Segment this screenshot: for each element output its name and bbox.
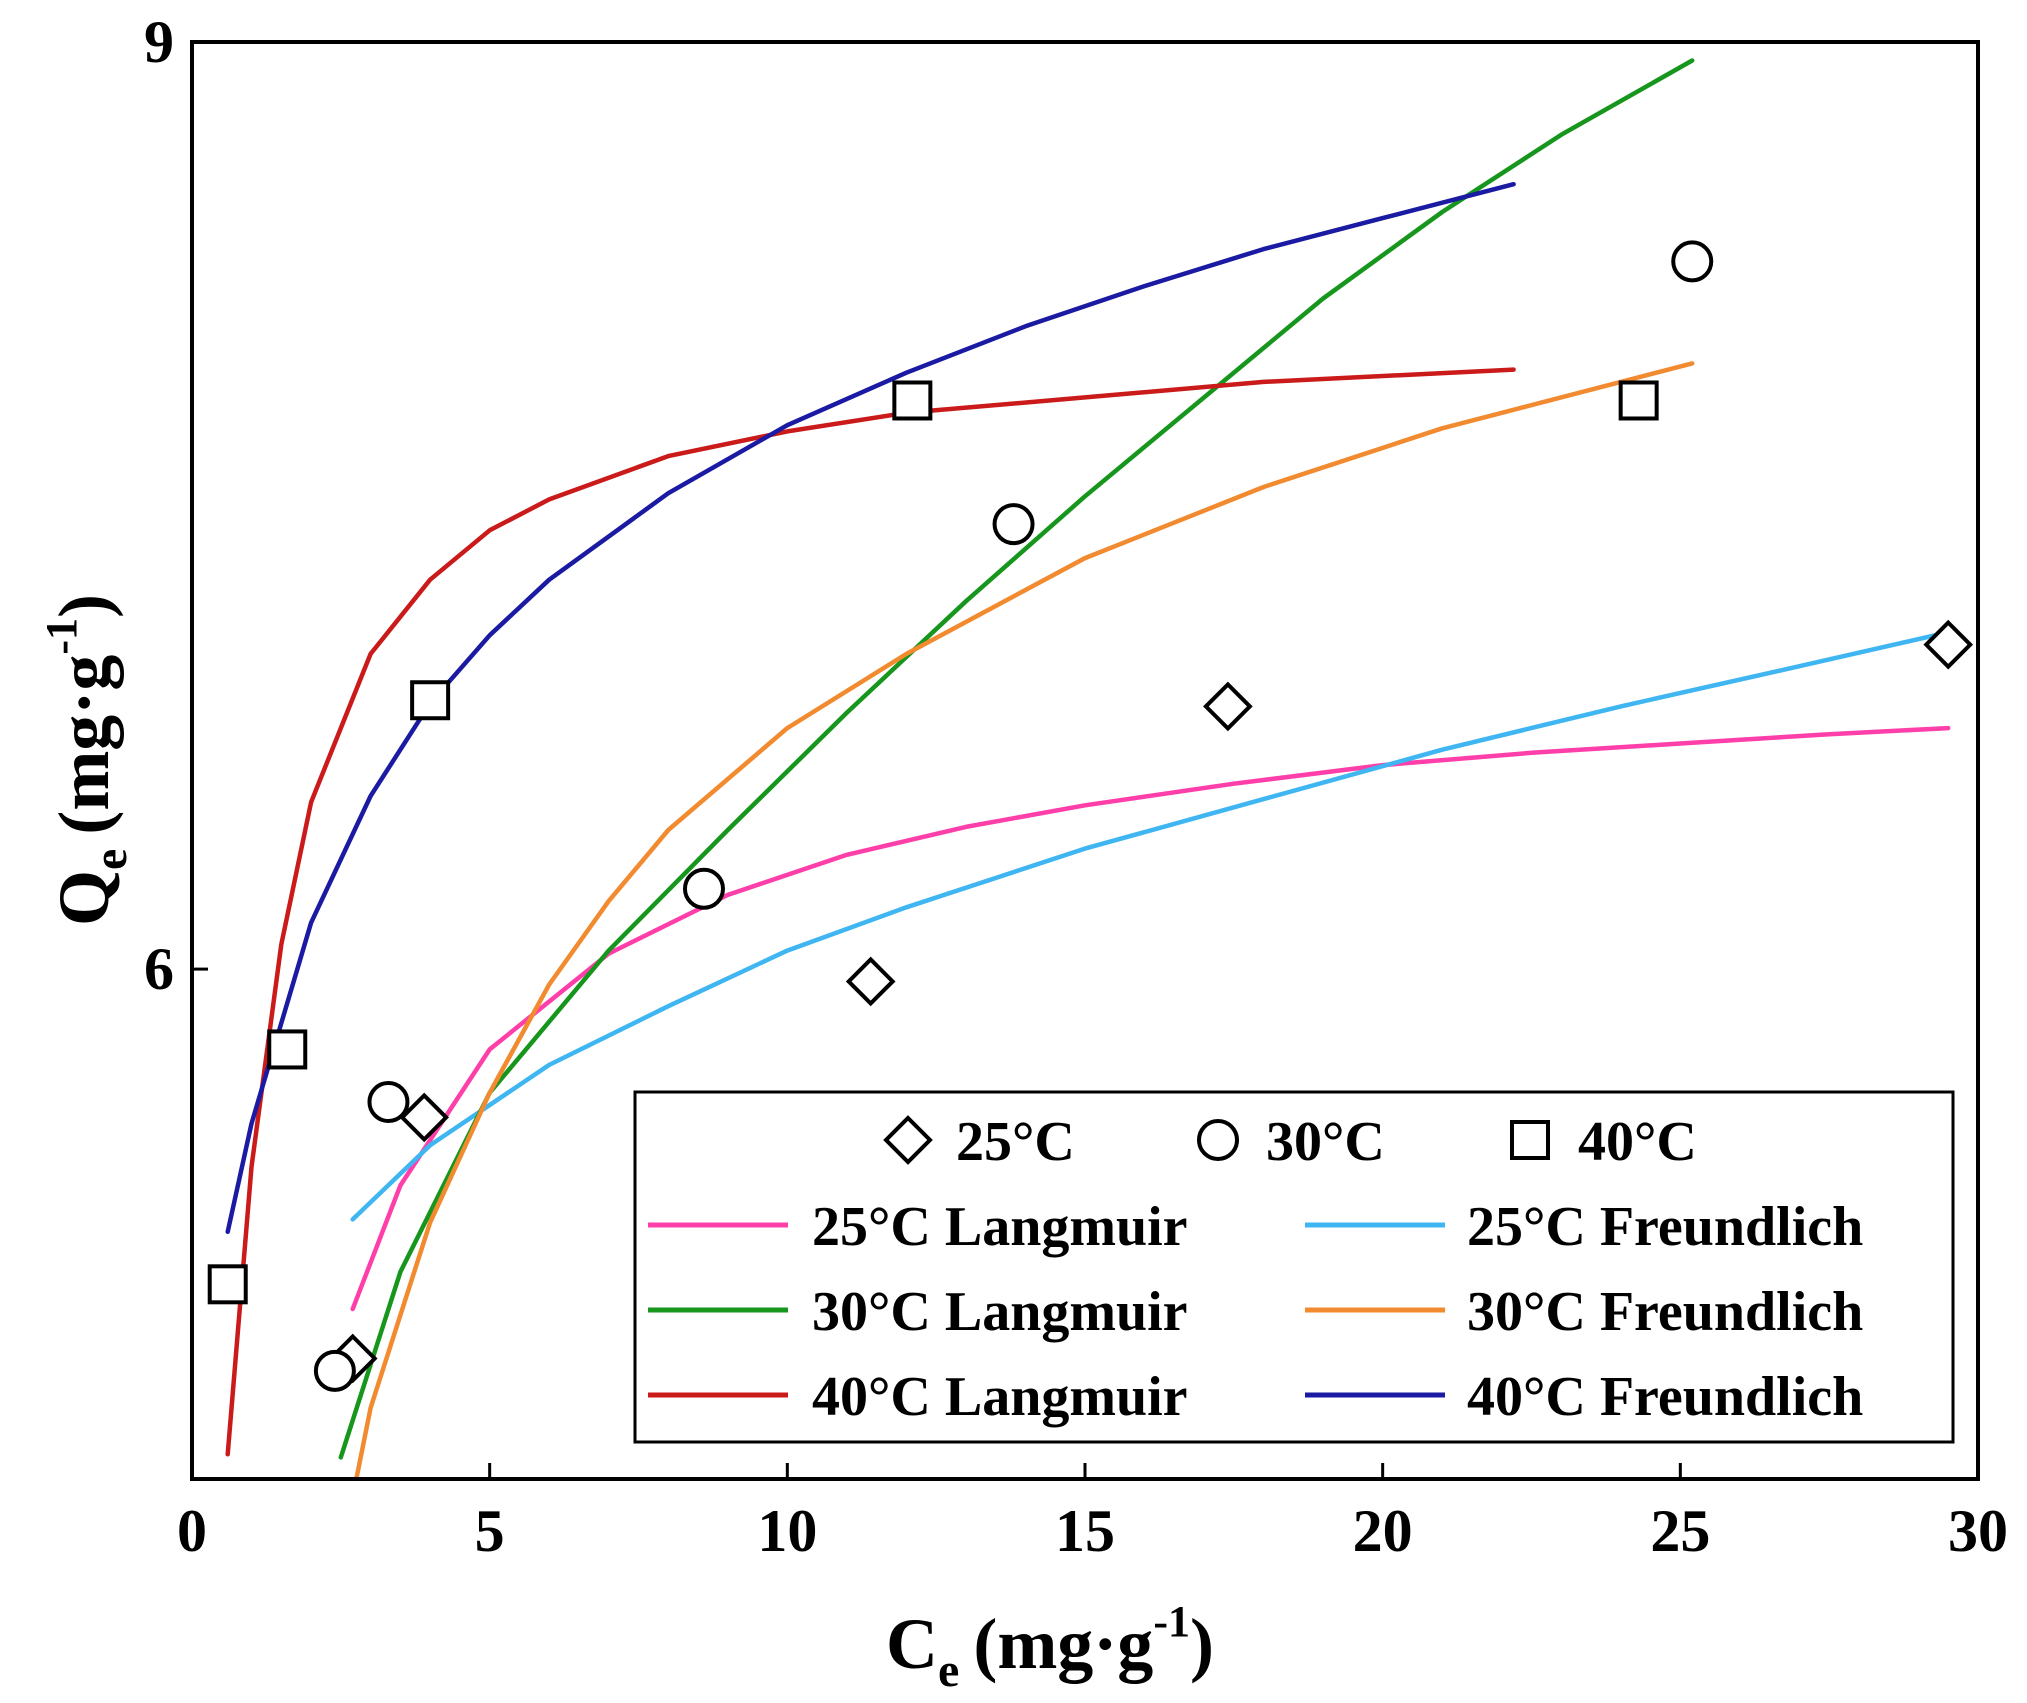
legend-label-40c-freundlich: 40°C Freundlich	[1467, 1366, 1863, 1428]
point-40c-square	[267, 1029, 308, 1070]
point-25c-diamond	[399, 1092, 450, 1143]
legend-label-30c-freundlich: 30°C Freundlich	[1467, 1281, 1863, 1343]
x-axis-label-close: )	[1190, 1604, 1214, 1684]
point-30c-circle	[682, 867, 725, 910]
x-axis-label-sup: -1	[1153, 1597, 1190, 1646]
legend-label-30c: 30°C	[1266, 1111, 1385, 1173]
point-30c-circle	[313, 1349, 356, 1392]
x-tick-label: 5	[475, 1498, 505, 1564]
y-axis-label: Qe (mg·g-1)	[37, 594, 137, 926]
axis-ticks: 0 5 10 15 20 25 30 6 9	[144, 9, 2008, 1564]
y-tick-label: 6	[144, 936, 174, 1002]
x-axis-label: Ce (mg·g-1)	[886, 1597, 1214, 1697]
line-30c-freundlich	[354, 361, 1695, 1479]
y-tick-label: 9	[144, 9, 174, 75]
point-30c-circle	[1671, 240, 1714, 283]
legend-label-25c: 25°C	[956, 1111, 1075, 1173]
legend-label-40c-langmuir: 40°C Langmuir	[812, 1366, 1188, 1428]
point-30c-circle	[992, 503, 1035, 546]
y-axis-label-unit: (mg·g	[44, 655, 124, 835]
x-tick-label: 0	[177, 1498, 207, 1564]
x-tick-label: 25	[1650, 1498, 1710, 1564]
fit-lines-layer	[225, 58, 1951, 1479]
point-25c-diamond	[1203, 681, 1253, 732]
legend-label-25c-langmuir: 25°C Langmuir	[812, 1196, 1188, 1258]
x-tick-label: 30	[1948, 1498, 2008, 1564]
line-40c-freundlich	[225, 181, 1516, 1235]
legend-marker-diamond	[883, 1115, 933, 1165]
y-axis-label-sub: e	[84, 849, 137, 870]
point-40c-square	[410, 680, 451, 721]
line-25c-langmuir	[350, 725, 1951, 1312]
legend-label-30c-langmuir: 30°C Langmuir	[812, 1281, 1188, 1343]
legend-marker-square	[1510, 1120, 1550, 1160]
y-axis-label-close: )	[44, 594, 124, 618]
x-axis-label-main: C	[886, 1604, 938, 1684]
point-30c-circle	[367, 1080, 410, 1123]
x-tick-label: 15	[1055, 1498, 1115, 1564]
point-40c-square	[892, 380, 933, 421]
point-40c-square	[1618, 380, 1659, 421]
line-40c-langmuir	[225, 367, 1516, 1457]
y-axis-label-sup: -1	[37, 618, 86, 655]
legend-label-40c: 40°C	[1578, 1111, 1697, 1173]
x-tick-label: 20	[1353, 1498, 1413, 1564]
point-40c-square	[207, 1264, 248, 1305]
point-25c-diamond	[1923, 619, 1974, 670]
legend-marker-circle	[1197, 1119, 1239, 1161]
line-25c-freundlich	[350, 630, 1951, 1222]
legend-box	[633, 1090, 1955, 1444]
data-markers-layer	[207, 240, 1974, 1392]
x-tick-label: 10	[757, 1498, 817, 1564]
point-25c-diamond	[845, 956, 896, 1007]
x-axis-label-unit: (mg·g	[973, 1604, 1153, 1684]
legend-label-25c-freundlich: 25°C Freundlich	[1467, 1196, 1863, 1258]
y-axis-label-main: Q	[44, 870, 124, 926]
x-axis-label-sub: e	[938, 1644, 959, 1697]
legend: 25°C 30°C 40°C 25°C Langmuir 25°C Freundlich…	[633, 1090, 1955, 1444]
